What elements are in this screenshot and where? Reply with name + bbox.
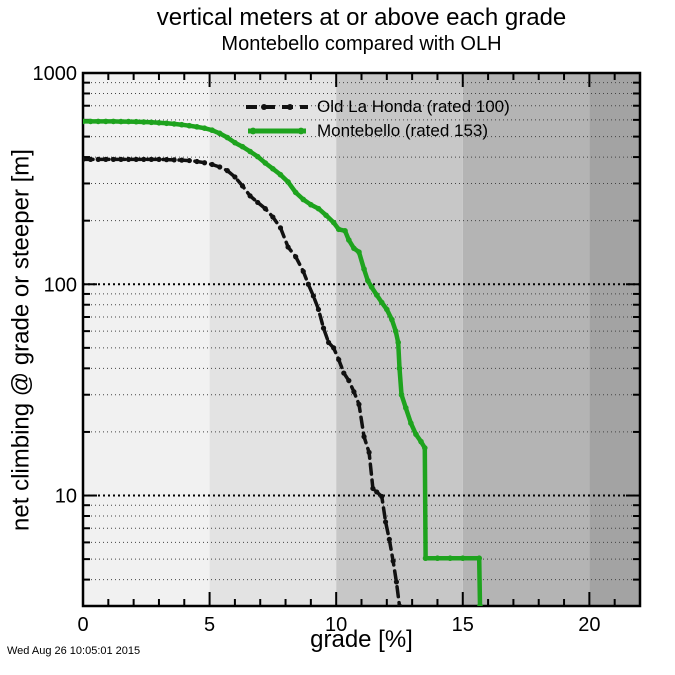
timestamp: Wed Aug 26 10:05:01 2015 bbox=[7, 645, 141, 657]
legend-label: Old La Honda (rated 100) bbox=[317, 97, 510, 116]
legend-line-dashed-icon bbox=[246, 104, 308, 110]
svg-text:100: 100 bbox=[44, 274, 77, 296]
legend-line-solid-icon bbox=[248, 127, 306, 135]
series-old-la-honda bbox=[83, 156, 403, 606]
svg-text:15: 15 bbox=[452, 614, 474, 636]
y-tick-labels: 10 100 1000 bbox=[33, 63, 78, 508]
svg-text:20: 20 bbox=[578, 614, 600, 636]
x-tick-labels: 0 5 10 15 20 bbox=[77, 614, 600, 636]
y-axis-title: net climbing @ grade or steeper [m] bbox=[7, 149, 35, 531]
gridlines bbox=[83, 82, 640, 581]
series-montebello bbox=[83, 118, 483, 606]
svg-text:10: 10 bbox=[55, 486, 77, 508]
grade-bands bbox=[83, 73, 640, 606]
legend-item-old-la-honda: Old La Honda (rated 100) bbox=[244, 98, 510, 116]
x-axis-title: grade [%] bbox=[310, 626, 413, 653]
svg-text:5: 5 bbox=[204, 614, 215, 636]
svg-text:0: 0 bbox=[77, 614, 88, 636]
chart-subtitle: Montebello compared with OLH bbox=[221, 33, 502, 55]
legend-item-montebello: Montebello (rated 153) bbox=[244, 122, 488, 140]
chart-title: vertical meters at or above each grade bbox=[156, 4, 567, 31]
legend-label: Montebello (rated 153) bbox=[317, 121, 489, 140]
svg-text:10: 10 bbox=[325, 614, 347, 636]
axis-ticks bbox=[82, 72, 641, 606]
svg-text:1000: 1000 bbox=[33, 63, 78, 85]
